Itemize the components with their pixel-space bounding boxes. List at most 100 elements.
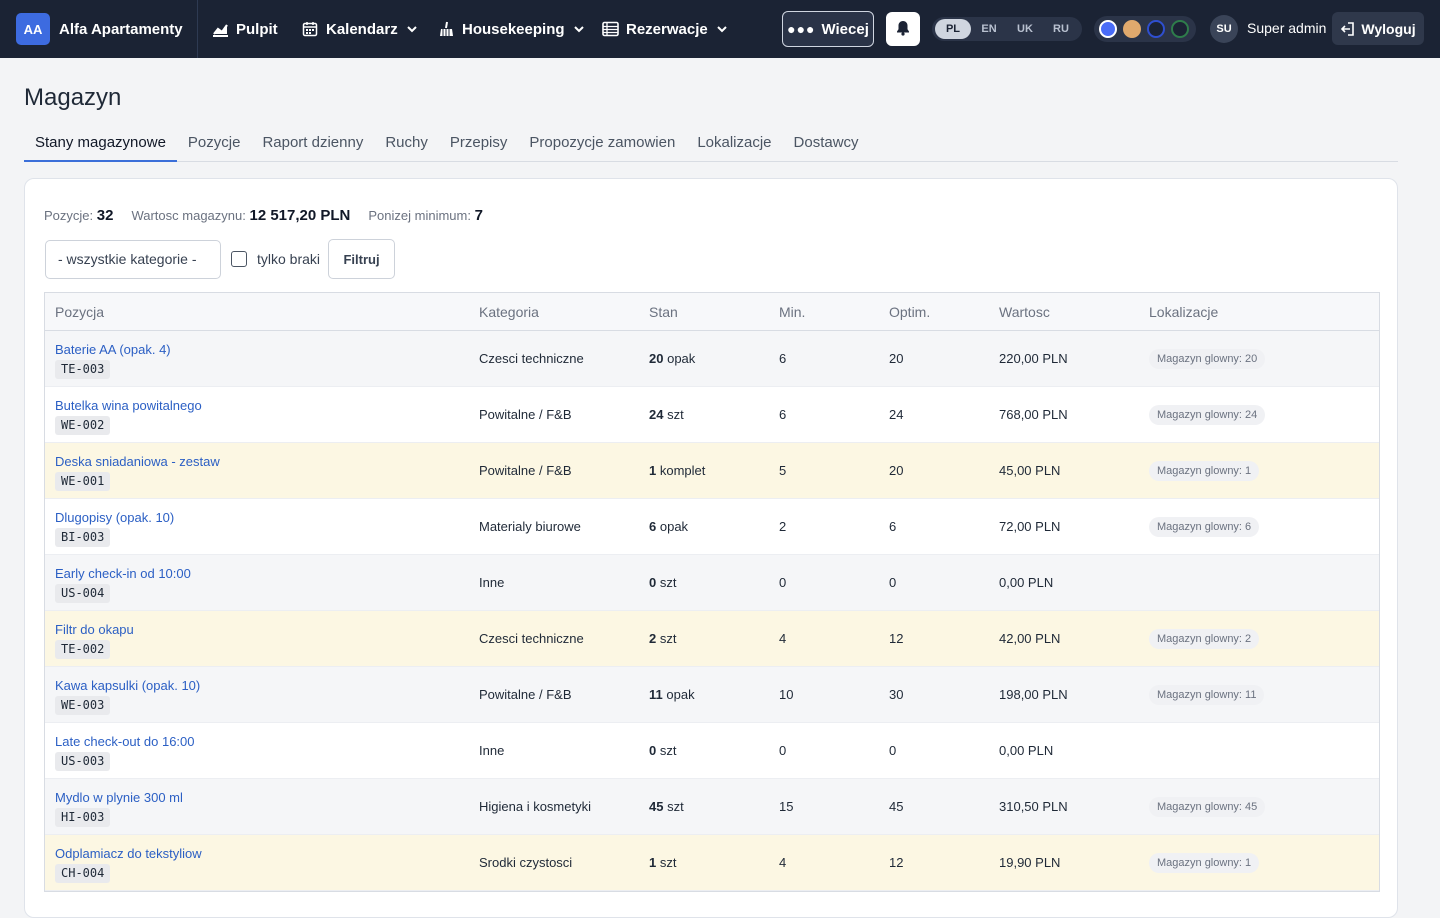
col-wartosc[interactable]: Wartosc bbox=[999, 304, 1050, 320]
item-min: 15 bbox=[779, 799, 794, 814]
theme-switcher bbox=[1094, 16, 1196, 42]
nav-housekeeping[interactable]: Housekeeping bbox=[437, 0, 585, 58]
notifications-button[interactable] bbox=[886, 12, 920, 46]
lang-en[interactable]: EN bbox=[981, 23, 997, 35]
table-row: Dlugopisy (opak. 10) BI-003 Materialy biur… bbox=[45, 499, 1379, 555]
item-name-link[interactable]: Mydlo w plynie 300 ml bbox=[55, 790, 183, 805]
chevron-down-icon bbox=[573, 23, 585, 35]
table-row: Filtr do okapu TE-002 Czesci techniczne 2 s… bbox=[45, 611, 1379, 667]
item-code: WE-002 bbox=[55, 416, 111, 435]
tab-pozycje[interactable]: Pozycje bbox=[187, 134, 241, 151]
tab-przepisy[interactable]: Przepisy bbox=[449, 134, 508, 151]
item-stock-qty: 1 bbox=[649, 855, 657, 870]
item-min: 2 bbox=[779, 519, 787, 534]
item-stock-qty: 0 bbox=[649, 575, 657, 590]
table-row: Deska sniadaniowa - zestaw WE-001 Powitaln… bbox=[45, 443, 1379, 499]
avatar[interactable]: SU bbox=[1210, 15, 1238, 43]
nav-rezerwacje[interactable]: Rezerwacje bbox=[601, 0, 728, 58]
col-lokalizacje[interactable]: Lokalizacje bbox=[1149, 304, 1219, 320]
logout-icon bbox=[1340, 21, 1355, 36]
item-name-link[interactable]: Butelka wina powitalnego bbox=[55, 398, 202, 413]
tab-raport-dzienny[interactable]: Raport dzienny bbox=[262, 134, 364, 151]
item-stock-unit: opak bbox=[666, 687, 695, 702]
user-name: Super admin bbox=[1247, 20, 1327, 36]
nav-rezerwacje-label: Rezerwacje bbox=[626, 20, 708, 38]
list-icon bbox=[601, 20, 619, 38]
lang-pl[interactable]: PL bbox=[935, 19, 971, 39]
lang-uk[interactable]: UK bbox=[1017, 23, 1033, 35]
item-stock: 45 szt bbox=[649, 799, 684, 814]
col-kategoria[interactable]: Kategoria bbox=[479, 304, 539, 320]
item-min: 0 bbox=[779, 743, 787, 758]
table-body: Baterie AA (opak. 4) TE-003 Czesci technic… bbox=[45, 331, 1379, 891]
item-name-link[interactable]: Filtr do okapu bbox=[55, 622, 134, 637]
item-category: Powitalne / F&B bbox=[479, 687, 572, 702]
theme-green[interactable] bbox=[1171, 20, 1189, 38]
theme-blue[interactable] bbox=[1099, 20, 1117, 38]
tab-lokalizacje[interactable]: Lokalizacje bbox=[697, 134, 772, 151]
item-min: 4 bbox=[779, 631, 787, 646]
item-min: 0 bbox=[779, 575, 787, 590]
item-category: Higiena i kosmetyki bbox=[479, 799, 591, 814]
tab-propozycje-zamowien[interactable]: Propozycje zamowien bbox=[529, 134, 676, 151]
item-optim: 45 bbox=[889, 799, 904, 814]
col-min[interactable]: Min. bbox=[779, 304, 806, 320]
item-code: TE-002 bbox=[55, 640, 111, 659]
item-optim: 0 bbox=[889, 743, 897, 758]
item-name-link[interactable]: Baterie AA (opak. 4) bbox=[55, 342, 171, 357]
nav-kalendarz[interactable]: Kalendarz bbox=[301, 0, 418, 58]
item-stock: 20 opak bbox=[649, 351, 695, 366]
logout-button[interactable]: Wyloguj bbox=[1332, 12, 1424, 45]
item-name-link[interactable]: Dlugopisy (opak. 10) bbox=[55, 510, 175, 525]
col-stan[interactable]: Stan bbox=[649, 304, 678, 320]
page-title: Magazyn bbox=[24, 84, 122, 111]
only-missing-checkbox[interactable] bbox=[231, 251, 247, 267]
more-button[interactable]: ●●● Wiecej bbox=[782, 11, 874, 47]
item-name-link[interactable]: Early check-in od 10:00 bbox=[55, 566, 191, 581]
item-stock: 0 szt bbox=[649, 575, 676, 590]
chart-icon bbox=[211, 20, 229, 38]
item-optim: 24 bbox=[889, 407, 904, 422]
item-optim: 12 bbox=[889, 631, 904, 646]
location-badge: Magazyn glowny: 6 bbox=[1149, 517, 1260, 537]
summary-positions: Pozycje: 32 bbox=[44, 207, 114, 224]
item-value: 0,00 PLN bbox=[999, 575, 1054, 590]
chevron-down-icon bbox=[406, 23, 418, 35]
item-name-link[interactable]: Late check-out do 16:00 bbox=[55, 734, 195, 749]
tabs: Stany magazynowe Pozycje Raport dzienny … bbox=[24, 126, 1398, 162]
stock-table: Pozycja Kategoria Stan Min. Optim. Warto… bbox=[44, 292, 1380, 892]
item-category: Materialy biurowe bbox=[479, 519, 581, 534]
item-name-link[interactable]: Odplamiacz do tekstyliow bbox=[55, 846, 202, 861]
item-name-link[interactable]: Kawa kapsulki (opak. 10) bbox=[55, 678, 201, 693]
item-value: 198,00 PLN bbox=[999, 687, 1068, 702]
item-stock-unit: szt bbox=[659, 575, 677, 590]
col-pozycja[interactable]: Pozycja bbox=[55, 304, 105, 320]
filter-bar: - wszystkie kategorie - tylko braki Filt… bbox=[45, 239, 396, 279]
summary-bar: Pozycje: 32 Wartosc magazynu: 12 517,20 … bbox=[44, 207, 483, 224]
nav-pulpit-label: Pulpit bbox=[236, 20, 278, 38]
item-stock-unit: szt bbox=[667, 799, 684, 814]
theme-navy[interactable] bbox=[1147, 20, 1165, 38]
tab-ruchy[interactable]: Ruchy bbox=[385, 134, 428, 151]
item-stock-unit: szt bbox=[667, 407, 684, 422]
theme-amber[interactable] bbox=[1123, 20, 1141, 38]
tab-dostawcy[interactable]: Dostawcy bbox=[793, 134, 859, 151]
language-switcher: PL EN UK RU bbox=[932, 17, 1082, 41]
only-missing-label: tylko braki bbox=[257, 251, 321, 267]
item-code: TE-003 bbox=[55, 360, 111, 379]
table-row: Mydlo w plynie 300 ml HI-003 Higiena i kos… bbox=[45, 779, 1379, 835]
nav-pulpit[interactable]: Pulpit bbox=[211, 0, 278, 58]
table-row: Baterie AA (opak. 4) TE-003 Czesci technic… bbox=[45, 331, 1379, 387]
lang-ru[interactable]: RU bbox=[1053, 23, 1069, 35]
category-select[interactable]: - wszystkie kategorie - bbox=[45, 239, 221, 279]
table-row: Butelka wina powitalnego WE-002 Powitalne … bbox=[45, 387, 1379, 443]
item-min: 6 bbox=[779, 407, 787, 422]
brand[interactable]: AA Alfa Apartamenty bbox=[0, 0, 198, 58]
item-stock-qty: 1 bbox=[649, 463, 657, 478]
tab-stany-magazynowe[interactable]: Stany magazynowe bbox=[24, 126, 177, 162]
col-optim[interactable]: Optim. bbox=[889, 304, 931, 320]
filter-button[interactable]: Filtruj bbox=[328, 239, 396, 279]
item-name-link[interactable]: Deska sniadaniowa - zestaw bbox=[55, 454, 220, 469]
nav-kalendarz-label: Kalendarz bbox=[326, 20, 398, 38]
top-navbar: AA Alfa Apartamenty Pulpit Kalendarz Hou… bbox=[0, 0, 1440, 58]
